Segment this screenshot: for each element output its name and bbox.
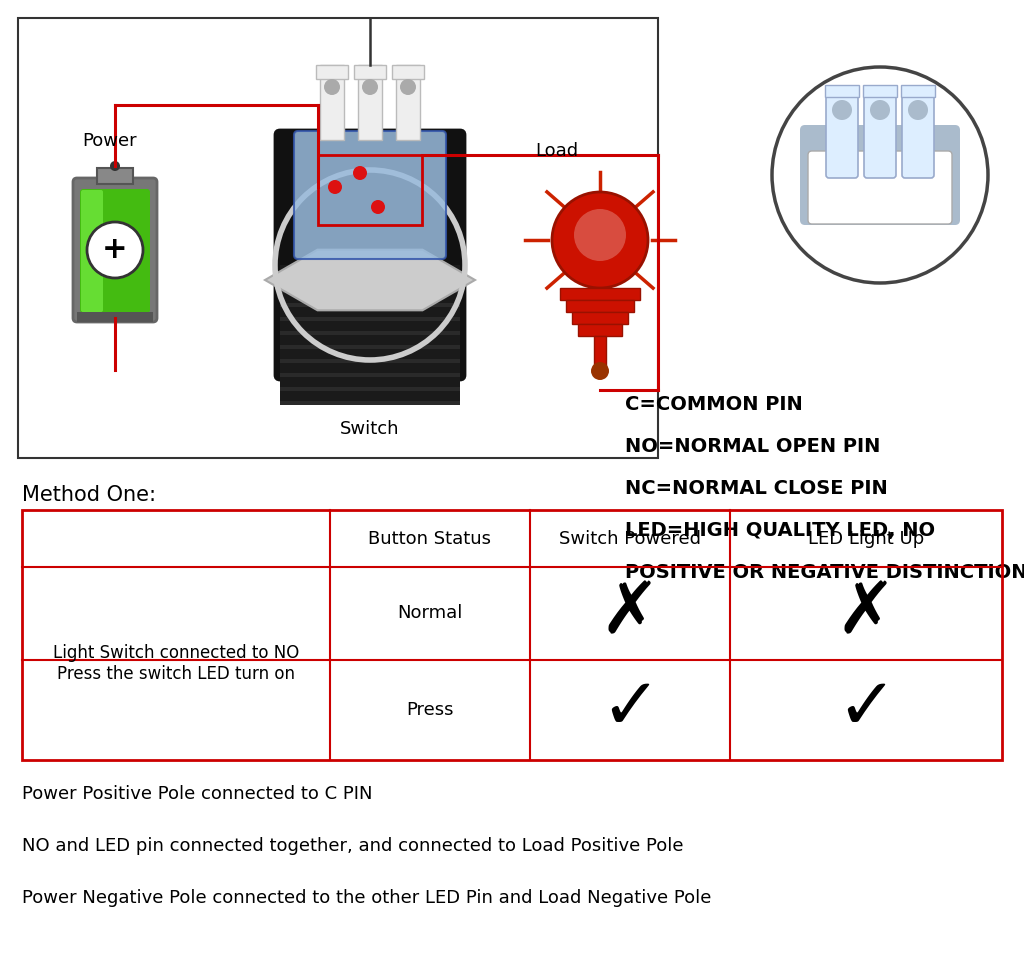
Text: ✓: ✓ [836, 676, 896, 744]
Circle shape [772, 67, 988, 283]
FancyBboxPatch shape [81, 190, 103, 312]
Bar [280, 279, 460, 289]
Bar [280, 345, 460, 349]
Bar [280, 265, 460, 275]
Bar [280, 317, 460, 321]
Bar [280, 303, 460, 307]
Bar [319, 65, 344, 140]
Circle shape [831, 100, 852, 120]
Text: NO=NORMAL OPEN PIN: NO=NORMAL OPEN PIN [625, 437, 881, 456]
Text: Switch Powered: Switch Powered [559, 530, 701, 547]
Circle shape [371, 200, 385, 214]
Bar [280, 377, 460, 387]
Bar [280, 321, 460, 331]
Text: C=COMMON PIN: C=COMMON PIN [625, 395, 803, 414]
FancyBboxPatch shape [80, 189, 150, 313]
Bar [280, 289, 460, 293]
Circle shape [908, 100, 928, 120]
FancyBboxPatch shape [294, 131, 446, 259]
Text: Power Positive Pole connected to C PIN: Power Positive Pole connected to C PIN [22, 785, 373, 803]
Bar [280, 387, 460, 391]
Text: NO and LED pin connected together, and connected to Load Positive Pole: NO and LED pin connected together, and c… [22, 837, 683, 855]
Circle shape [574, 209, 626, 261]
Text: NC=NORMAL CLOSE PIN: NC=NORMAL CLOSE PIN [625, 479, 888, 498]
Bar [318, 155, 422, 225]
Bar [392, 65, 424, 79]
Text: ✗: ✗ [600, 579, 660, 648]
FancyBboxPatch shape [800, 125, 961, 225]
Bar [578, 324, 622, 336]
Bar [354, 65, 386, 79]
Text: Light Switch connected to NO
Press the switch LED turn on: Light Switch connected to NO Press the s… [53, 644, 299, 683]
FancyBboxPatch shape [275, 130, 465, 380]
Text: Load: Load [535, 142, 579, 160]
Bar [280, 349, 460, 359]
Bar [97, 168, 133, 184]
Bar [594, 336, 606, 371]
Bar [280, 307, 460, 317]
Bar [280, 275, 460, 279]
Bar [280, 401, 460, 405]
Text: Button Status: Button Status [369, 530, 492, 547]
Circle shape [110, 161, 120, 171]
Bar [280, 293, 460, 303]
Bar [280, 391, 460, 401]
Text: Normal: Normal [397, 605, 463, 622]
Text: Switch: Switch [340, 420, 399, 438]
Bar [280, 363, 460, 373]
Text: LED=HIGH QUALITY LED, NO: LED=HIGH QUALITY LED, NO [625, 521, 935, 540]
Text: ✗: ✗ [836, 579, 896, 648]
Circle shape [353, 166, 367, 180]
Bar [280, 373, 460, 377]
Text: POSITIVE OR NEGATIVE DISTINCTION: POSITIVE OR NEGATIVE DISTINCTION [625, 563, 1024, 582]
FancyBboxPatch shape [864, 87, 896, 178]
Bar [280, 331, 460, 335]
Circle shape [362, 79, 378, 95]
Bar [560, 288, 640, 300]
Bar [396, 65, 420, 140]
Bar [358, 65, 382, 140]
Polygon shape [265, 249, 475, 311]
FancyBboxPatch shape [808, 151, 952, 224]
Circle shape [870, 100, 890, 120]
Circle shape [552, 192, 648, 288]
Circle shape [324, 79, 340, 95]
Bar [280, 359, 460, 363]
Bar [825, 85, 859, 97]
Text: Press: Press [407, 701, 454, 719]
Bar [77, 312, 153, 322]
Text: LED Light Up: LED Light Up [808, 530, 924, 547]
Circle shape [591, 362, 609, 380]
FancyBboxPatch shape [73, 178, 157, 322]
Text: Power: Power [83, 132, 137, 150]
Text: ✓: ✓ [600, 676, 660, 744]
Circle shape [87, 222, 143, 278]
Text: Method One:: Method One: [22, 485, 156, 505]
FancyBboxPatch shape [902, 87, 934, 178]
Circle shape [328, 180, 342, 194]
Text: +: + [102, 236, 128, 265]
Circle shape [400, 79, 416, 95]
Bar [901, 85, 935, 97]
Bar [22, 510, 1002, 760]
Bar [572, 312, 628, 324]
Text: Power Negative Pole connected to the other LED Pin and Load Negative Pole: Power Negative Pole connected to the oth… [22, 889, 712, 907]
Bar [316, 65, 348, 79]
Bar [280, 335, 460, 345]
Bar [566, 300, 634, 312]
Bar [863, 85, 897, 97]
Bar [18, 18, 658, 458]
FancyBboxPatch shape [826, 87, 858, 178]
